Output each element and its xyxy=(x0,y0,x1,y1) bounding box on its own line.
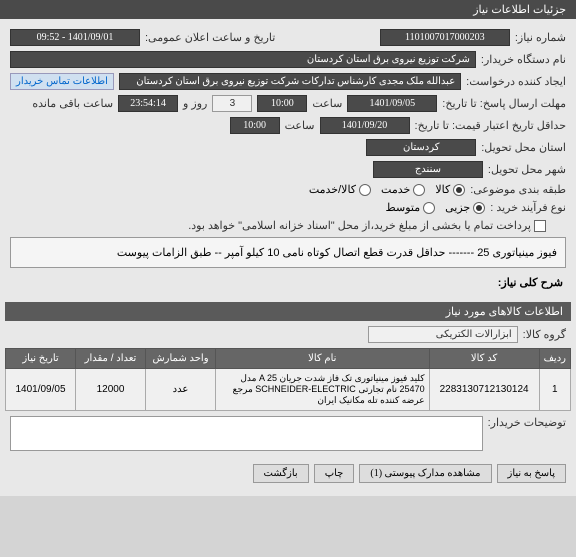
row-requester: ایجاد کننده درخواست: اطلاعات تماس خریدار xyxy=(10,73,566,90)
validity-time-input[interactable] xyxy=(230,117,280,134)
page-header: جزئیات اطلاعات نیاز xyxy=(0,0,576,19)
description-text: فیوز مینیاتوری 25 ------- حداقل قدرت قطع… xyxy=(117,247,557,259)
category-opt-label: کالا/خدمت xyxy=(309,183,356,196)
purchase-opt-label: جزیی xyxy=(445,201,470,214)
remain-label: ساعت باقی مانده xyxy=(32,97,113,110)
table-row: 1 2283130712130124 کلید فیوز مینیاتوری ت… xyxy=(6,369,571,411)
row-validity: حداقل تاریخ اعتبار قیمت: تا تاریخ: ساعت xyxy=(10,117,566,134)
validity-time-label: ساعت xyxy=(285,119,315,132)
requester-label: ایجاد کننده درخواست: xyxy=(466,75,566,88)
requester-input[interactable] xyxy=(119,73,461,90)
category-option-service[interactable]: خدمت xyxy=(381,183,425,196)
goods-section-header: اطلاعات کالاهای مورد نیاز xyxy=(5,302,571,321)
category-radio-group: کالا خدمت کالا/خدمت xyxy=(309,183,465,196)
table-header-row: ردیف کد کالا نام کالا واحد شمارش تعداد /… xyxy=(6,349,571,369)
goods-section-title: اطلاعات کالاهای مورد نیاز xyxy=(446,306,563,318)
city-label: شهر محل تحویل: xyxy=(488,163,566,176)
page-title: جزئیات اطلاعات نیاز xyxy=(473,4,566,16)
td-qty: 12000 xyxy=(76,369,146,411)
description-label: شرح کلی نیاز: xyxy=(10,273,566,292)
th-row: ردیف xyxy=(539,349,570,369)
attachments-button[interactable]: مشاهده مدارک پیوستی (1) xyxy=(359,464,491,483)
buyer-desc-row: توضیحات خریدار: xyxy=(5,411,571,456)
buyer-org-input[interactable] xyxy=(10,51,476,68)
th-qty: تعداد / مقدار xyxy=(76,349,146,369)
remain-time-input[interactable] xyxy=(118,95,178,112)
days-label: روز و xyxy=(183,97,207,110)
radio-icon xyxy=(423,202,435,214)
description-box: فیوز مینیاتوری 25 ------- حداقل قدرت قطع… xyxy=(10,237,566,268)
goods-table: ردیف کد کالا نام کالا واحد شمارش تعداد /… xyxy=(5,348,571,411)
goods-group-input[interactable] xyxy=(368,326,518,343)
payment-checkbox-group[interactable]: پرداخت تمام یا بخشی از مبلغ خرید،از محل … xyxy=(188,219,546,232)
days-input[interactable] xyxy=(212,95,252,112)
purchase-option-minor[interactable]: جزیی xyxy=(445,201,485,214)
main-container: شماره نیاز: تاریخ و ساعت اعلان عمومی: نا… xyxy=(0,19,576,496)
contact-info-link[interactable]: اطلاعات تماس خریدار xyxy=(10,73,114,90)
purchase-option-medium[interactable]: متوسط xyxy=(386,201,436,214)
td-row: 1 xyxy=(539,369,570,411)
reply-date-input[interactable] xyxy=(347,95,437,112)
back-button[interactable]: بازگشت xyxy=(253,464,309,483)
category-option-both[interactable]: کالا/خدمت xyxy=(309,183,371,196)
category-label: طبقه بندی موضوعی: xyxy=(470,183,566,196)
reply-time-input[interactable] xyxy=(257,95,307,112)
reply-deadline-label: مهلت ارسال پاسخ: تا تاریخ: xyxy=(442,97,566,110)
goods-table-container: ردیف کد کالا نام کالا واحد شمارش تعداد /… xyxy=(5,348,571,411)
radio-icon xyxy=(413,184,425,196)
purchase-type-label: نوع فرآیند خرید : xyxy=(490,201,566,214)
row-city: شهر محل تحویل: xyxy=(10,161,566,178)
th-date: تاریخ نیاز xyxy=(6,349,76,369)
province-input[interactable] xyxy=(366,139,476,156)
th-name: نام کالا xyxy=(216,349,430,369)
buyer-desc-box[interactable] xyxy=(10,416,483,451)
form-section: شماره نیاز: تاریخ و ساعت اعلان عمومی: نا… xyxy=(5,24,571,302)
radio-icon xyxy=(359,184,371,196)
category-opt-label: خدمت xyxy=(381,183,410,196)
row-category: طبقه بندی موضوعی: کالا خدمت کالا/خدمت xyxy=(10,183,566,196)
city-input[interactable] xyxy=(373,161,483,178)
row-purchase-type: نوع فرآیند خرید : جزیی متوسط پرداخت تمام… xyxy=(10,201,566,232)
buyer-org-label: نام دستگاه خریدار: xyxy=(481,53,566,66)
validity-date-input[interactable] xyxy=(320,117,410,134)
print-button[interactable]: چاپ xyxy=(314,464,355,483)
radio-icon xyxy=(453,184,465,196)
td-name: کلید فیوز مینیاتوری تک فاز شدت جریان A 2… xyxy=(216,369,430,411)
goods-group-label: گروه کالا: xyxy=(523,328,566,341)
th-code: کد کالا xyxy=(429,349,539,369)
buyer-desc-label: توضیحات خریدار: xyxy=(488,416,566,429)
need-number-input[interactable] xyxy=(380,29,510,46)
radio-icon xyxy=(473,202,485,214)
row-reply-deadline: مهلت ارسال پاسخ: تا تاریخ: ساعت روز و سا… xyxy=(10,95,566,112)
th-unit: واحد شمارش xyxy=(146,349,216,369)
need-number-label: شماره نیاز: xyxy=(515,31,566,44)
validity-label: حداقل تاریخ اعتبار قیمت: تا تاریخ: xyxy=(415,119,566,132)
row-province: استان محل تحویل: xyxy=(10,139,566,156)
checkbox-icon xyxy=(534,220,546,232)
row-need-number: شماره نیاز: تاریخ و ساعت اعلان عمومی: xyxy=(10,29,566,46)
purchase-radio-group: جزیی متوسط xyxy=(386,201,486,214)
announce-input[interactable] xyxy=(10,29,140,46)
td-code: 2283130712130124 xyxy=(429,369,539,411)
purchase-opt-label: متوسط xyxy=(386,201,421,214)
reply-time-label: ساعت xyxy=(312,97,342,110)
respond-button[interactable]: پاسخ به نیاز xyxy=(497,464,567,483)
category-option-goods[interactable]: کالا xyxy=(435,183,465,196)
goods-group-row: گروه کالا: xyxy=(5,321,571,348)
row-buyer-org: نام دستگاه خریدار: xyxy=(10,51,566,68)
payment-note: پرداخت تمام یا بخشی از مبلغ خرید،از محل … xyxy=(188,219,531,232)
announce-label: تاریخ و ساعت اعلان عمومی: xyxy=(145,31,275,44)
td-date: 1401/09/05 xyxy=(6,369,76,411)
td-unit: عدد xyxy=(146,369,216,411)
buttons-row: پاسخ به نیاز مشاهده مدارک پیوستی (1) چاپ… xyxy=(5,456,571,491)
category-opt-label: کالا xyxy=(435,183,450,196)
province-label: استان محل تحویل: xyxy=(481,141,566,154)
